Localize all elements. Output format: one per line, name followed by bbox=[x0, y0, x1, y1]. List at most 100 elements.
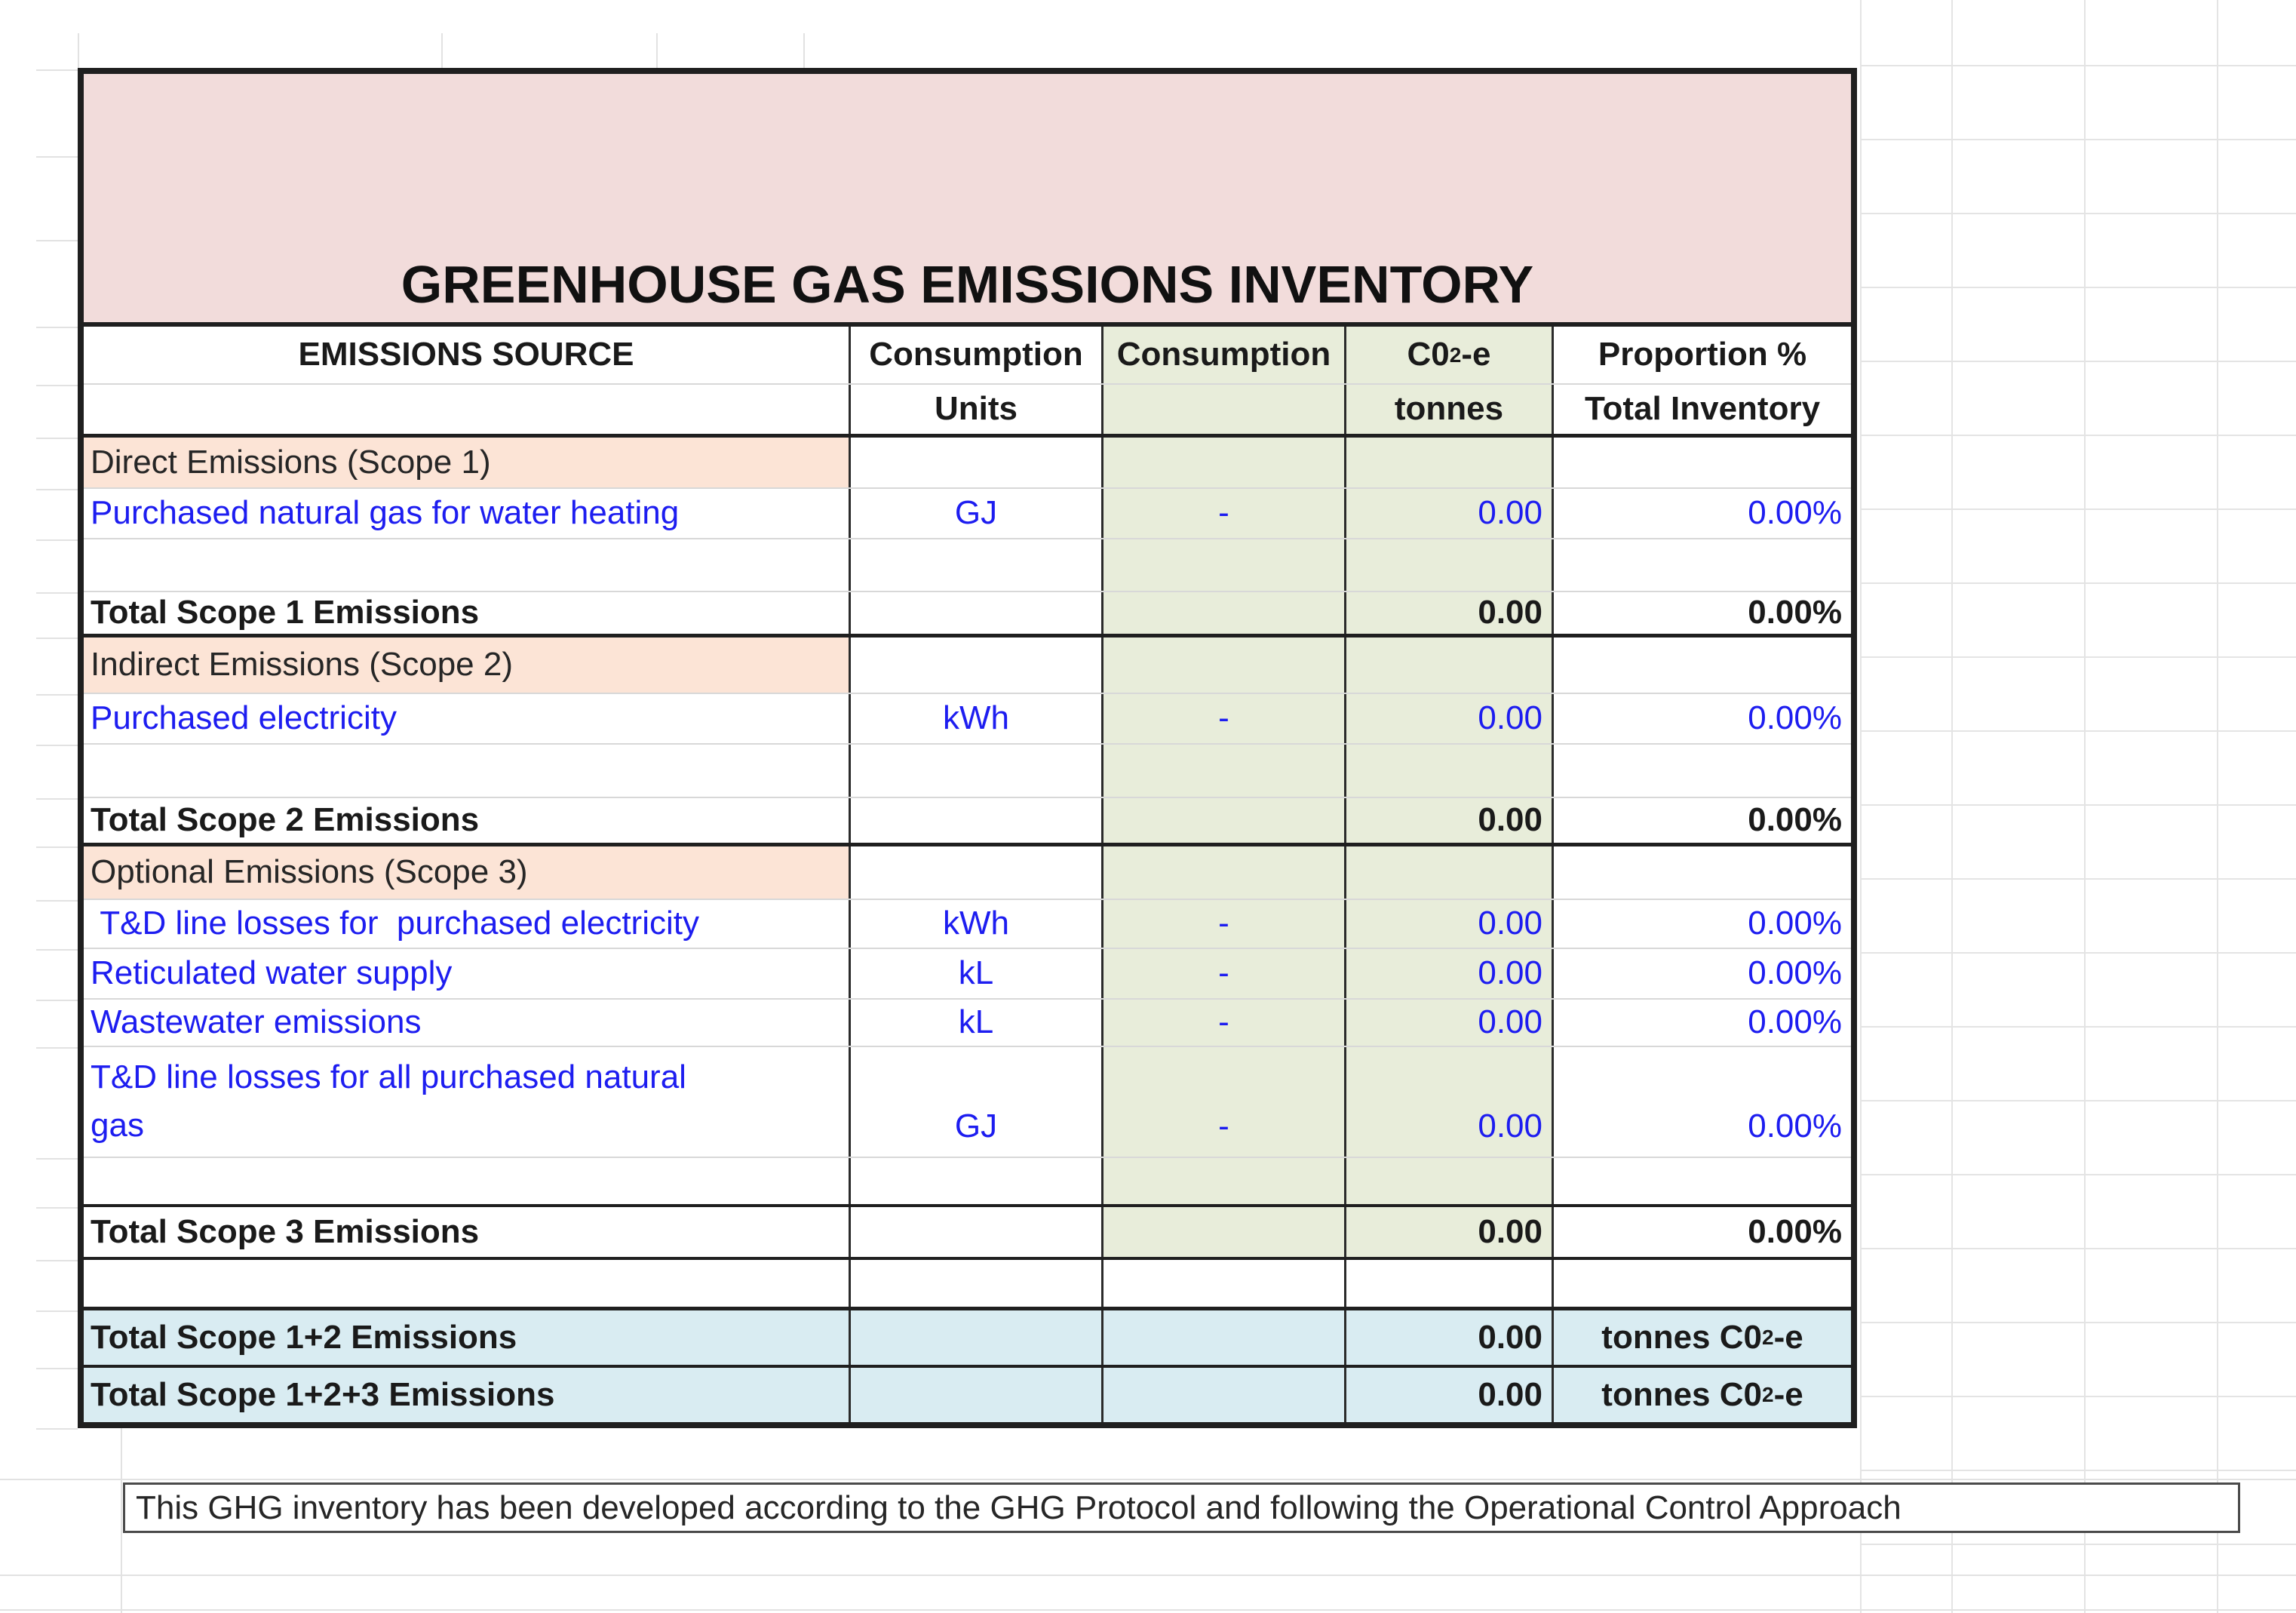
spacer-row bbox=[84, 1260, 1851, 1310]
scope2-header-row: Indirect Emissions (Scope 2) bbox=[84, 638, 1851, 694]
cell-scope1-proportion[interactable]: 0.00% bbox=[1748, 494, 1842, 532]
cell-empty bbox=[1103, 385, 1346, 434]
cell-scope1-consumption[interactable]: - bbox=[1103, 489, 1346, 538]
spacer-row bbox=[84, 745, 1851, 798]
sheet-gridline bbox=[0, 1479, 2296, 1480]
cell-scope3-water-proportion[interactable]: 0.00% bbox=[1748, 954, 1842, 992]
tonnes-suffix: -e bbox=[1773, 1318, 1803, 1356]
scope1-data-row: Purchased natural gas for water heating … bbox=[84, 489, 1851, 539]
col-header-tonnes: tonnes bbox=[1346, 385, 1554, 434]
scope2-total-proportion: 0.00% bbox=[1748, 801, 1842, 839]
cell-empty bbox=[1554, 438, 1851, 487]
spacer-row bbox=[84, 1158, 1851, 1207]
cell-empty bbox=[1554, 638, 1851, 693]
sheet-gridline bbox=[0, 1575, 2296, 1576]
sheet-gridline bbox=[36, 1428, 78, 1430]
cell-scope3-td-gas-co2e[interactable]: 0.00 bbox=[1346, 1047, 1554, 1157]
sheet-gridline bbox=[36, 846, 78, 848]
page-title: GREENHOUSE GAS EMISSIONS INVENTORY bbox=[84, 74, 1851, 322]
sheet-gridline bbox=[78, 33, 79, 68]
sheet-gridline bbox=[36, 438, 78, 439]
tonnes-suffix: -e bbox=[1773, 1375, 1803, 1413]
sheet-gridline bbox=[441, 33, 443, 68]
scope3-data-row: T&D line losses for all purchased natura… bbox=[84, 1047, 1851, 1158]
cell-scope3-wastewater-co2e[interactable]: 0.00 bbox=[1346, 1000, 1554, 1046]
cell-empty bbox=[1103, 592, 1346, 634]
cell-scope2-consumption[interactable]: - bbox=[1103, 694, 1346, 743]
cell-empty bbox=[1103, 745, 1346, 797]
sheet-gridline bbox=[36, 69, 78, 71]
cell-scope2-source[interactable]: Purchased electricity bbox=[84, 694, 851, 743]
cell-empty bbox=[851, 1260, 1103, 1307]
cell-empty bbox=[851, 846, 1103, 899]
sheet-gridline bbox=[36, 1310, 78, 1312]
cell-scope3-td-electricity-units[interactable]: kWh bbox=[851, 900, 1103, 948]
sheet-gridline bbox=[36, 327, 78, 328]
sheet-gridline bbox=[36, 156, 78, 158]
scope2-total-co2e: 0.00 bbox=[1346, 798, 1554, 843]
cell-scope3-water-units[interactable]: kL bbox=[851, 949, 1103, 998]
sheet-gridline bbox=[36, 1000, 78, 1001]
ghg-inventory-table: GREENHOUSE GAS EMISSIONS INVENTORY EMISS… bbox=[78, 68, 1857, 1428]
scope1-total-row: Total Scope 1 Emissions 0.00 0.00% bbox=[84, 592, 1851, 638]
cell-scope3-td-electricity-consumption[interactable]: - bbox=[1103, 900, 1346, 948]
cell-scope3-water-consumption[interactable]: - bbox=[1103, 949, 1346, 998]
cell-empty bbox=[1346, 539, 1554, 591]
cell-scope3-td-gas-consumption[interactable]: - bbox=[1103, 1047, 1346, 1157]
cell-scope2-proportion[interactable]: 0.00% bbox=[1748, 699, 1842, 737]
scope2-section-label: Indirect Emissions (Scope 2) bbox=[84, 638, 851, 693]
cell-empty bbox=[1346, 846, 1554, 899]
scope3-header-row: Optional Emissions (Scope 3) bbox=[84, 846, 1851, 900]
cell-empty bbox=[84, 745, 851, 797]
cell-empty bbox=[84, 1158, 851, 1204]
cell-scope3-td-gas-units[interactable]: GJ bbox=[851, 1047, 1103, 1157]
sheet-gridline bbox=[121, 1428, 122, 1613]
sheet-gridline bbox=[36, 798, 78, 800]
scope2-data-row: Purchased electricity kWh - 0.00 0.00% bbox=[84, 694, 1851, 745]
cell-scope1-units[interactable]: GJ bbox=[851, 489, 1103, 538]
cell-scope3-td-gas-proportion[interactable]: 0.00% bbox=[1748, 1108, 1842, 1145]
scope3-total-proportion: 0.00% bbox=[1748, 1212, 1842, 1250]
scope1-section-label: Direct Emissions (Scope 1) bbox=[84, 438, 851, 487]
cell-scope2-co2e[interactable]: 0.00 bbox=[1346, 694, 1554, 743]
scope3-total-label: Total Scope 3 Emissions bbox=[84, 1207, 851, 1257]
cell-empty bbox=[1103, 1207, 1346, 1257]
col-header-co2e: C0 2 -e bbox=[1346, 327, 1554, 383]
cell-scope3-td-electricity-proportion[interactable]: 0.00% bbox=[1748, 905, 1842, 942]
cell-empty bbox=[1103, 1368, 1346, 1422]
col-header-consumption-units: Consumption bbox=[851, 327, 1103, 383]
cell-scope3-wastewater-proportion[interactable]: 0.00% bbox=[1748, 1003, 1842, 1041]
cell-scope3-td-electricity-co2e[interactable]: 0.00 bbox=[1346, 900, 1554, 948]
cell-empty bbox=[851, 438, 1103, 487]
header-row-1: EMISSIONS SOURCE Consumption Consumption… bbox=[84, 327, 1851, 385]
cell-empty bbox=[1346, 745, 1554, 797]
cell-empty bbox=[1103, 638, 1346, 693]
tonnes-prefix: tonnes C0 bbox=[1601, 1318, 1762, 1356]
cell-scope3-water-co2e[interactable]: 0.00 bbox=[1346, 949, 1554, 998]
cell-empty bbox=[1103, 798, 1346, 843]
cell-scope3-wastewater-consumption[interactable]: - bbox=[1103, 1000, 1346, 1046]
cell-scope3-wastewater-source[interactable]: Wastewater emissions bbox=[84, 1000, 851, 1046]
cell-empty bbox=[1554, 745, 1851, 797]
cell-scope2-units[interactable]: kWh bbox=[851, 694, 1103, 743]
scope3-total-row: Total Scope 3 Emissions 0.00 0.00% bbox=[84, 1207, 1851, 1260]
cell-scope3-wastewater-units[interactable]: kL bbox=[851, 1000, 1103, 1046]
sheet-gridlines-right bbox=[1860, 0, 2296, 1613]
cell-empty bbox=[851, 1158, 1103, 1204]
total-scope-1-2-3-label: Total Scope 1+2+3 Emissions bbox=[84, 1368, 851, 1422]
cell-scope3-td-electricity-source[interactable]: T&D line losses for purchased electricit… bbox=[84, 900, 851, 948]
total-scope-1-2-co2e: 0.00 bbox=[1346, 1310, 1554, 1365]
sheet-gridline bbox=[803, 33, 805, 68]
cell-empty bbox=[1346, 1158, 1554, 1204]
header-row-2: Units tonnes Total Inventory bbox=[84, 385, 1851, 438]
cell-scope3-water-source[interactable]: Reticulated water supply bbox=[84, 949, 851, 998]
col-header-consumption: Consumption bbox=[1103, 327, 1346, 383]
sheet-gridline bbox=[36, 385, 78, 386]
cell-scope1-co2e[interactable]: 0.00 bbox=[1346, 489, 1554, 538]
sheet-gridline bbox=[36, 900, 78, 902]
col-header-total-inventory: Total Inventory bbox=[1584, 390, 1821, 428]
total-scope-1-2-3-units: tonnes C0 2 -e bbox=[1554, 1368, 1851, 1422]
cell-empty bbox=[1346, 438, 1554, 487]
cell-scope1-source[interactable]: Purchased natural gas for water heating bbox=[84, 489, 851, 538]
cell-scope3-td-gas-source[interactable]: T&D line losses for all purchased natura… bbox=[84, 1047, 851, 1157]
